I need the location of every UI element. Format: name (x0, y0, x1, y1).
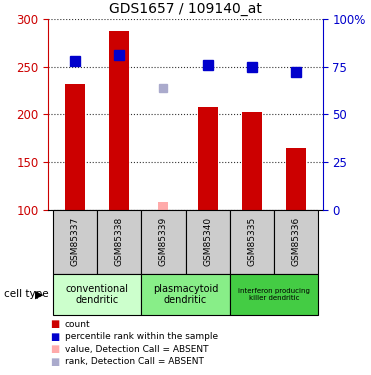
Text: conventional
dendritic: conventional dendritic (65, 284, 128, 305)
Bar (230, 274, 318, 315)
Bar (141, 274, 230, 315)
Title: GDS1657 / 109140_at: GDS1657 / 109140_at (109, 2, 262, 16)
Text: rank, Detection Call = ABSENT: rank, Detection Call = ABSENT (65, 357, 204, 366)
Bar (274, 210, 318, 274)
Bar (109, 31, 129, 210)
Text: ■: ■ (50, 344, 59, 354)
Bar (242, 112, 262, 210)
Text: value, Detection Call = ABSENT: value, Detection Call = ABSENT (65, 345, 209, 354)
Bar (141, 210, 186, 274)
Text: plasmacytoid
dendritic: plasmacytoid dendritic (153, 284, 218, 305)
Text: GSM85337: GSM85337 (70, 217, 79, 267)
Text: GSM85336: GSM85336 (292, 217, 301, 267)
Bar (286, 148, 306, 210)
Text: ■: ■ (50, 320, 59, 329)
Text: ■: ■ (50, 332, 59, 342)
Text: cell type: cell type (4, 290, 48, 299)
Bar (198, 107, 218, 210)
Bar (186, 210, 230, 274)
Text: GSM85335: GSM85335 (247, 217, 256, 267)
Bar (97, 210, 141, 274)
Bar (65, 84, 85, 210)
Text: count: count (65, 320, 91, 329)
Text: GSM85338: GSM85338 (115, 217, 124, 267)
Text: interferon producing
killer dendritic: interferon producing killer dendritic (238, 288, 310, 301)
Text: GSM85339: GSM85339 (159, 217, 168, 267)
Bar (230, 210, 274, 274)
Text: GSM85340: GSM85340 (203, 217, 212, 266)
Bar (53, 210, 97, 274)
Text: ■: ■ (50, 357, 59, 366)
Bar (53, 274, 141, 315)
Text: ▶: ▶ (35, 290, 44, 299)
Bar (158, 202, 168, 210)
Text: percentile rank within the sample: percentile rank within the sample (65, 332, 218, 341)
